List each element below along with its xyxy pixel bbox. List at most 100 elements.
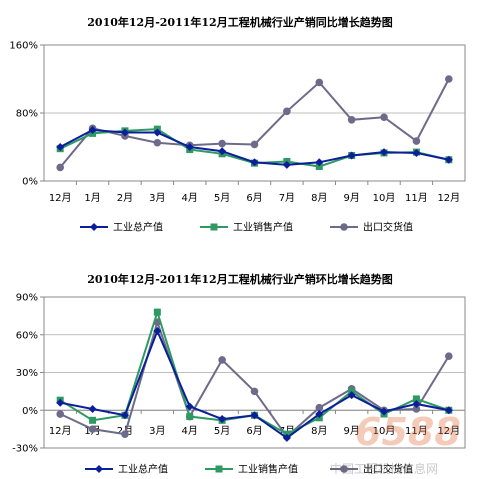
chart1-data-point [250, 158, 259, 167]
watermark-number: 6588 [355, 410, 461, 454]
chart1-data-point [218, 147, 227, 156]
chart2-data-point [56, 410, 64, 418]
chart1-xtick-label: 3月 [149, 192, 165, 204]
chart1-data-point [347, 151, 356, 160]
chart1-legend-label: 工业总产值 [113, 221, 163, 234]
chart2-data-point [89, 416, 97, 424]
chart1-data-point [56, 143, 65, 151]
chart1-ytick-label: 0% [22, 177, 38, 188]
chart2-xtick-label: 9月 [343, 425, 359, 437]
chart2-data-point [380, 407, 389, 416]
chart1-data-point [88, 126, 97, 134]
chart2-xtick-label: 8月 [311, 425, 327, 437]
chart1-xtick-label: 8月 [311, 192, 327, 204]
chart1-data-point [315, 158, 324, 167]
chart2-data-point [347, 391, 356, 400]
chart1-xtick-label: 11月 [405, 192, 428, 204]
chart1-legend-label: 工业销售产值 [233, 221, 293, 234]
chart1-ytick-label: 80% [16, 109, 38, 120]
chart2-data-point [282, 433, 291, 442]
chart2-data-point [218, 415, 227, 424]
chart1-legend-marker [90, 223, 98, 231]
chart2-xtick-label: 4月 [182, 425, 198, 437]
chart2-ytick-label: 0% [22, 406, 38, 417]
chart1-xtick-label: 7月 [279, 192, 295, 204]
chart1-data-point [315, 78, 324, 87]
chart2-data-point [444, 406, 453, 415]
chart2-legend-label: 工业总产值 [118, 463, 168, 476]
chart1-xtick-label: 5月 [214, 192, 230, 204]
chart1-data-point [282, 160, 291, 169]
chart2-data-point [250, 387, 259, 396]
yoy-growth-chart: 2010年12月-2011年12月工程机械行业产销同比增长趋势图 0% 80% 16… [9, 15, 466, 234]
chart1-legend-label: 出口交货值 [363, 221, 413, 234]
chart1-xtick-label: 6月 [246, 192, 262, 204]
chart2-data-point [412, 405, 421, 413]
chart2-data-point [153, 326, 162, 335]
chart2-legend-marker [340, 465, 348, 473]
chart2-data-point [315, 410, 324, 419]
chart1-data-point [412, 137, 421, 145]
chart1-xtick-label: 12月 [49, 192, 72, 204]
chart2-legend-marker [215, 465, 223, 473]
chart1-ytick-label: 160% [9, 41, 38, 52]
chart1-data-point [153, 128, 162, 137]
chart2-data-point [153, 308, 161, 316]
chart2-xtick-label: 11月 [405, 425, 428, 437]
chart2-data-point [445, 352, 453, 360]
chart2-xtick-label: 3月 [149, 425, 165, 437]
chart1-data-point [120, 128, 129, 137]
chart2-data-point [120, 411, 129, 420]
chart2-xtick-label: 5月 [214, 425, 230, 437]
chart1-data-point [412, 148, 421, 157]
chart2-data-point [88, 404, 97, 413]
chart2-legend-label: 工业销售产值 [238, 463, 298, 476]
chart1-data-point [347, 116, 356, 124]
chart2-xtick-label: 10月 [373, 425, 396, 437]
chart1-legend: 工业总产值 工业销售产值 出口交货值 [80, 221, 413, 234]
watermark: 6588 中国工程机械信息网 [330, 410, 461, 476]
chart2-xtick-label: 12月 [49, 425, 72, 437]
chart1-xtick-label: 9月 [343, 192, 359, 204]
chart2-ytick-label: 60% [16, 330, 38, 341]
chart1-data-point [283, 107, 291, 116]
chart1-data-point [218, 139, 226, 148]
chart2-ytick-label: 30% [16, 368, 38, 379]
chart1-data-point [250, 140, 259, 149]
chart2-data-point [185, 402, 194, 411]
chart1-xtick-label: 1月 [84, 192, 100, 204]
chart1-data-point [380, 113, 388, 122]
chart2-legend-marker [95, 465, 103, 473]
chart1-data-point [185, 143, 194, 151]
chart1-title: 2010年12月-2011年12月工程机械行业产销同比增长趋势图 [87, 15, 392, 29]
chart2-data-point [56, 398, 65, 407]
chart1-xtick-label: 4月 [182, 192, 198, 204]
chart2-data-point [186, 413, 194, 421]
chart1-xtick-label: 2月 [117, 192, 133, 204]
chart2-data-point [412, 399, 421, 408]
chart2-data-point [121, 430, 129, 438]
chart1-data-point [315, 163, 323, 171]
chart1-data-point [153, 138, 162, 147]
chart2-legend: 工业总产值 工业销售产值 出口交货值 [85, 463, 413, 476]
chart2-legend-label: 出口交货值 [363, 463, 413, 476]
chart2-data-point [315, 403, 324, 412]
chart1-data-point [445, 75, 453, 83]
watermark-text: 中国工程机械信息网 [330, 461, 438, 476]
mom-growth-chart: 2010年12月-2011年12月工程机械行业产销环比增长趋势图 -30% 0% 3… [12, 272, 466, 476]
chart2-xtick-label: 6月 [246, 425, 262, 437]
chart1-xtick-label: 12月 [437, 192, 460, 204]
chart2-data-point [250, 411, 259, 420]
chart1-legend-marker [340, 223, 348, 231]
chart2-data-point [88, 425, 97, 433]
chart1-legend-marker [210, 223, 218, 231]
chart1-xtick-label: 10月 [373, 192, 396, 204]
chart2-title: 2010年12月-2011年12月工程机械行业产销环比增长趋势图 [87, 272, 392, 286]
chart2-xtick-label: 12月 [437, 425, 460, 437]
chart2-ytick-label: -30% [12, 444, 38, 455]
chart1-data-point [380, 148, 389, 157]
chart1-data-point [56, 163, 64, 172]
chart2-data-point [412, 395, 420, 403]
chart2-data-point [218, 356, 226, 364]
